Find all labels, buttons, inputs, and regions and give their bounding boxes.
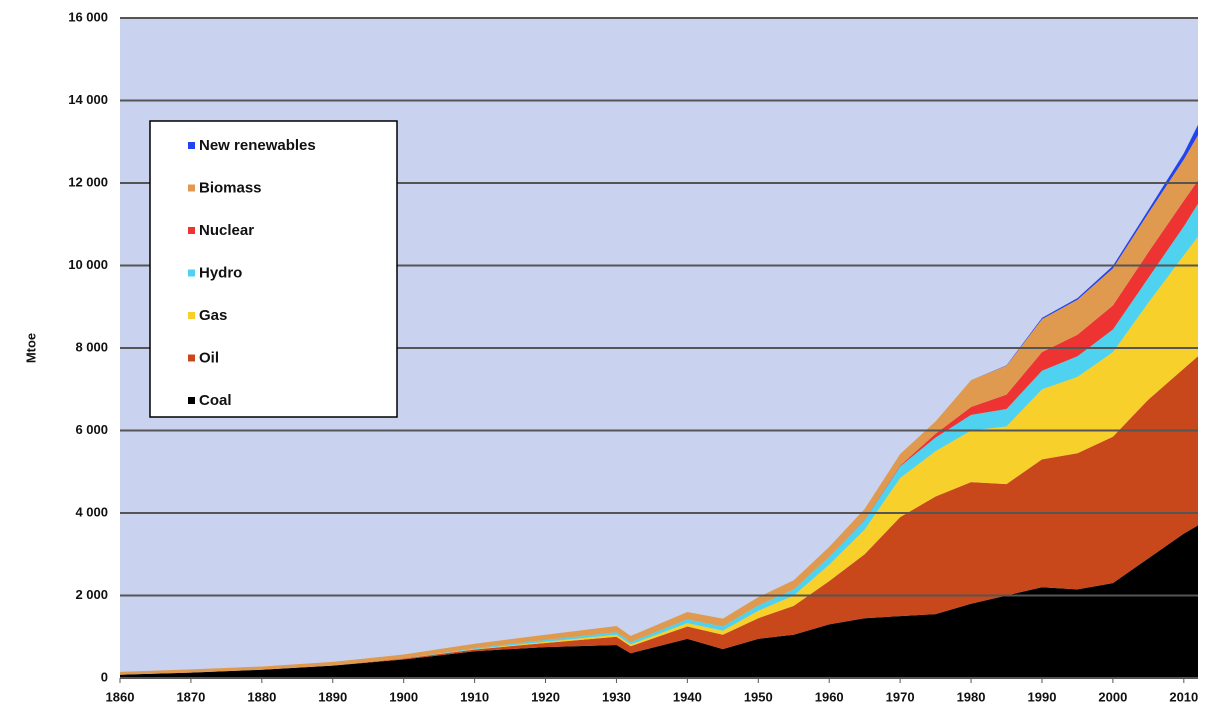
y-tick-label: 12 000: [68, 174, 108, 189]
y-tick-label: 14 000: [68, 92, 108, 107]
legend-label: Nuclear: [199, 222, 254, 239]
legend-label: New renewables: [199, 137, 316, 154]
x-tick-label: 1930: [602, 689, 631, 704]
legend-swatch: [188, 227, 195, 234]
y-tick-label: 6 000: [75, 422, 108, 437]
x-tick-label: 1890: [318, 689, 347, 704]
x-tick-label: 1910: [460, 689, 489, 704]
legend-swatch: [188, 397, 195, 404]
legend: New renewables Biomass Nuclear Hydro Gas Oil C…: [149, 120, 398, 418]
legend-swatch: [188, 269, 195, 277]
x-tick-label: 1990: [1028, 689, 1057, 704]
legend-label: Oil: [199, 349, 219, 366]
x-tick-label: 1980: [957, 689, 986, 704]
legend-swatch: [188, 312, 195, 319]
y-tick-label: 8 000: [75, 339, 108, 354]
legend-swatch: [188, 142, 195, 149]
legend-swatch: [188, 354, 195, 362]
legend-label: Gas: [199, 307, 227, 324]
x-tick-label: 1950: [744, 689, 773, 704]
x-tick-label: 1960: [815, 689, 844, 704]
area: [120, 236, 1198, 675]
x-tick-label: 1940: [673, 689, 702, 704]
x-tick-label: 1870: [176, 689, 205, 704]
y-axis-label: Mtoe: [23, 333, 38, 363]
legend-label: Biomass: [199, 179, 262, 196]
legend-box: [149, 120, 398, 418]
legend-label: Hydro: [199, 264, 242, 281]
x-tick-label: 2010: [1169, 689, 1198, 704]
x-tick-label: 2000: [1098, 689, 1127, 704]
x-tick-label: 1860: [106, 689, 135, 704]
x-tick-label: 1920: [531, 689, 560, 704]
y-tick-label: 4 000: [75, 504, 108, 519]
area: [120, 525, 1198, 678]
y-tick-label: 2 000: [75, 587, 108, 602]
x-tick-label: 1900: [389, 689, 418, 704]
y-tick-label: 0: [101, 669, 108, 684]
y-tick-label: 16 000: [68, 9, 108, 24]
y-tick-label: 10 000: [68, 257, 108, 272]
x-tick-label: 1970: [886, 689, 915, 704]
legend-swatch: [188, 184, 195, 192]
legend-label: Coal: [199, 392, 232, 409]
x-tick-label: 1880: [247, 689, 276, 704]
